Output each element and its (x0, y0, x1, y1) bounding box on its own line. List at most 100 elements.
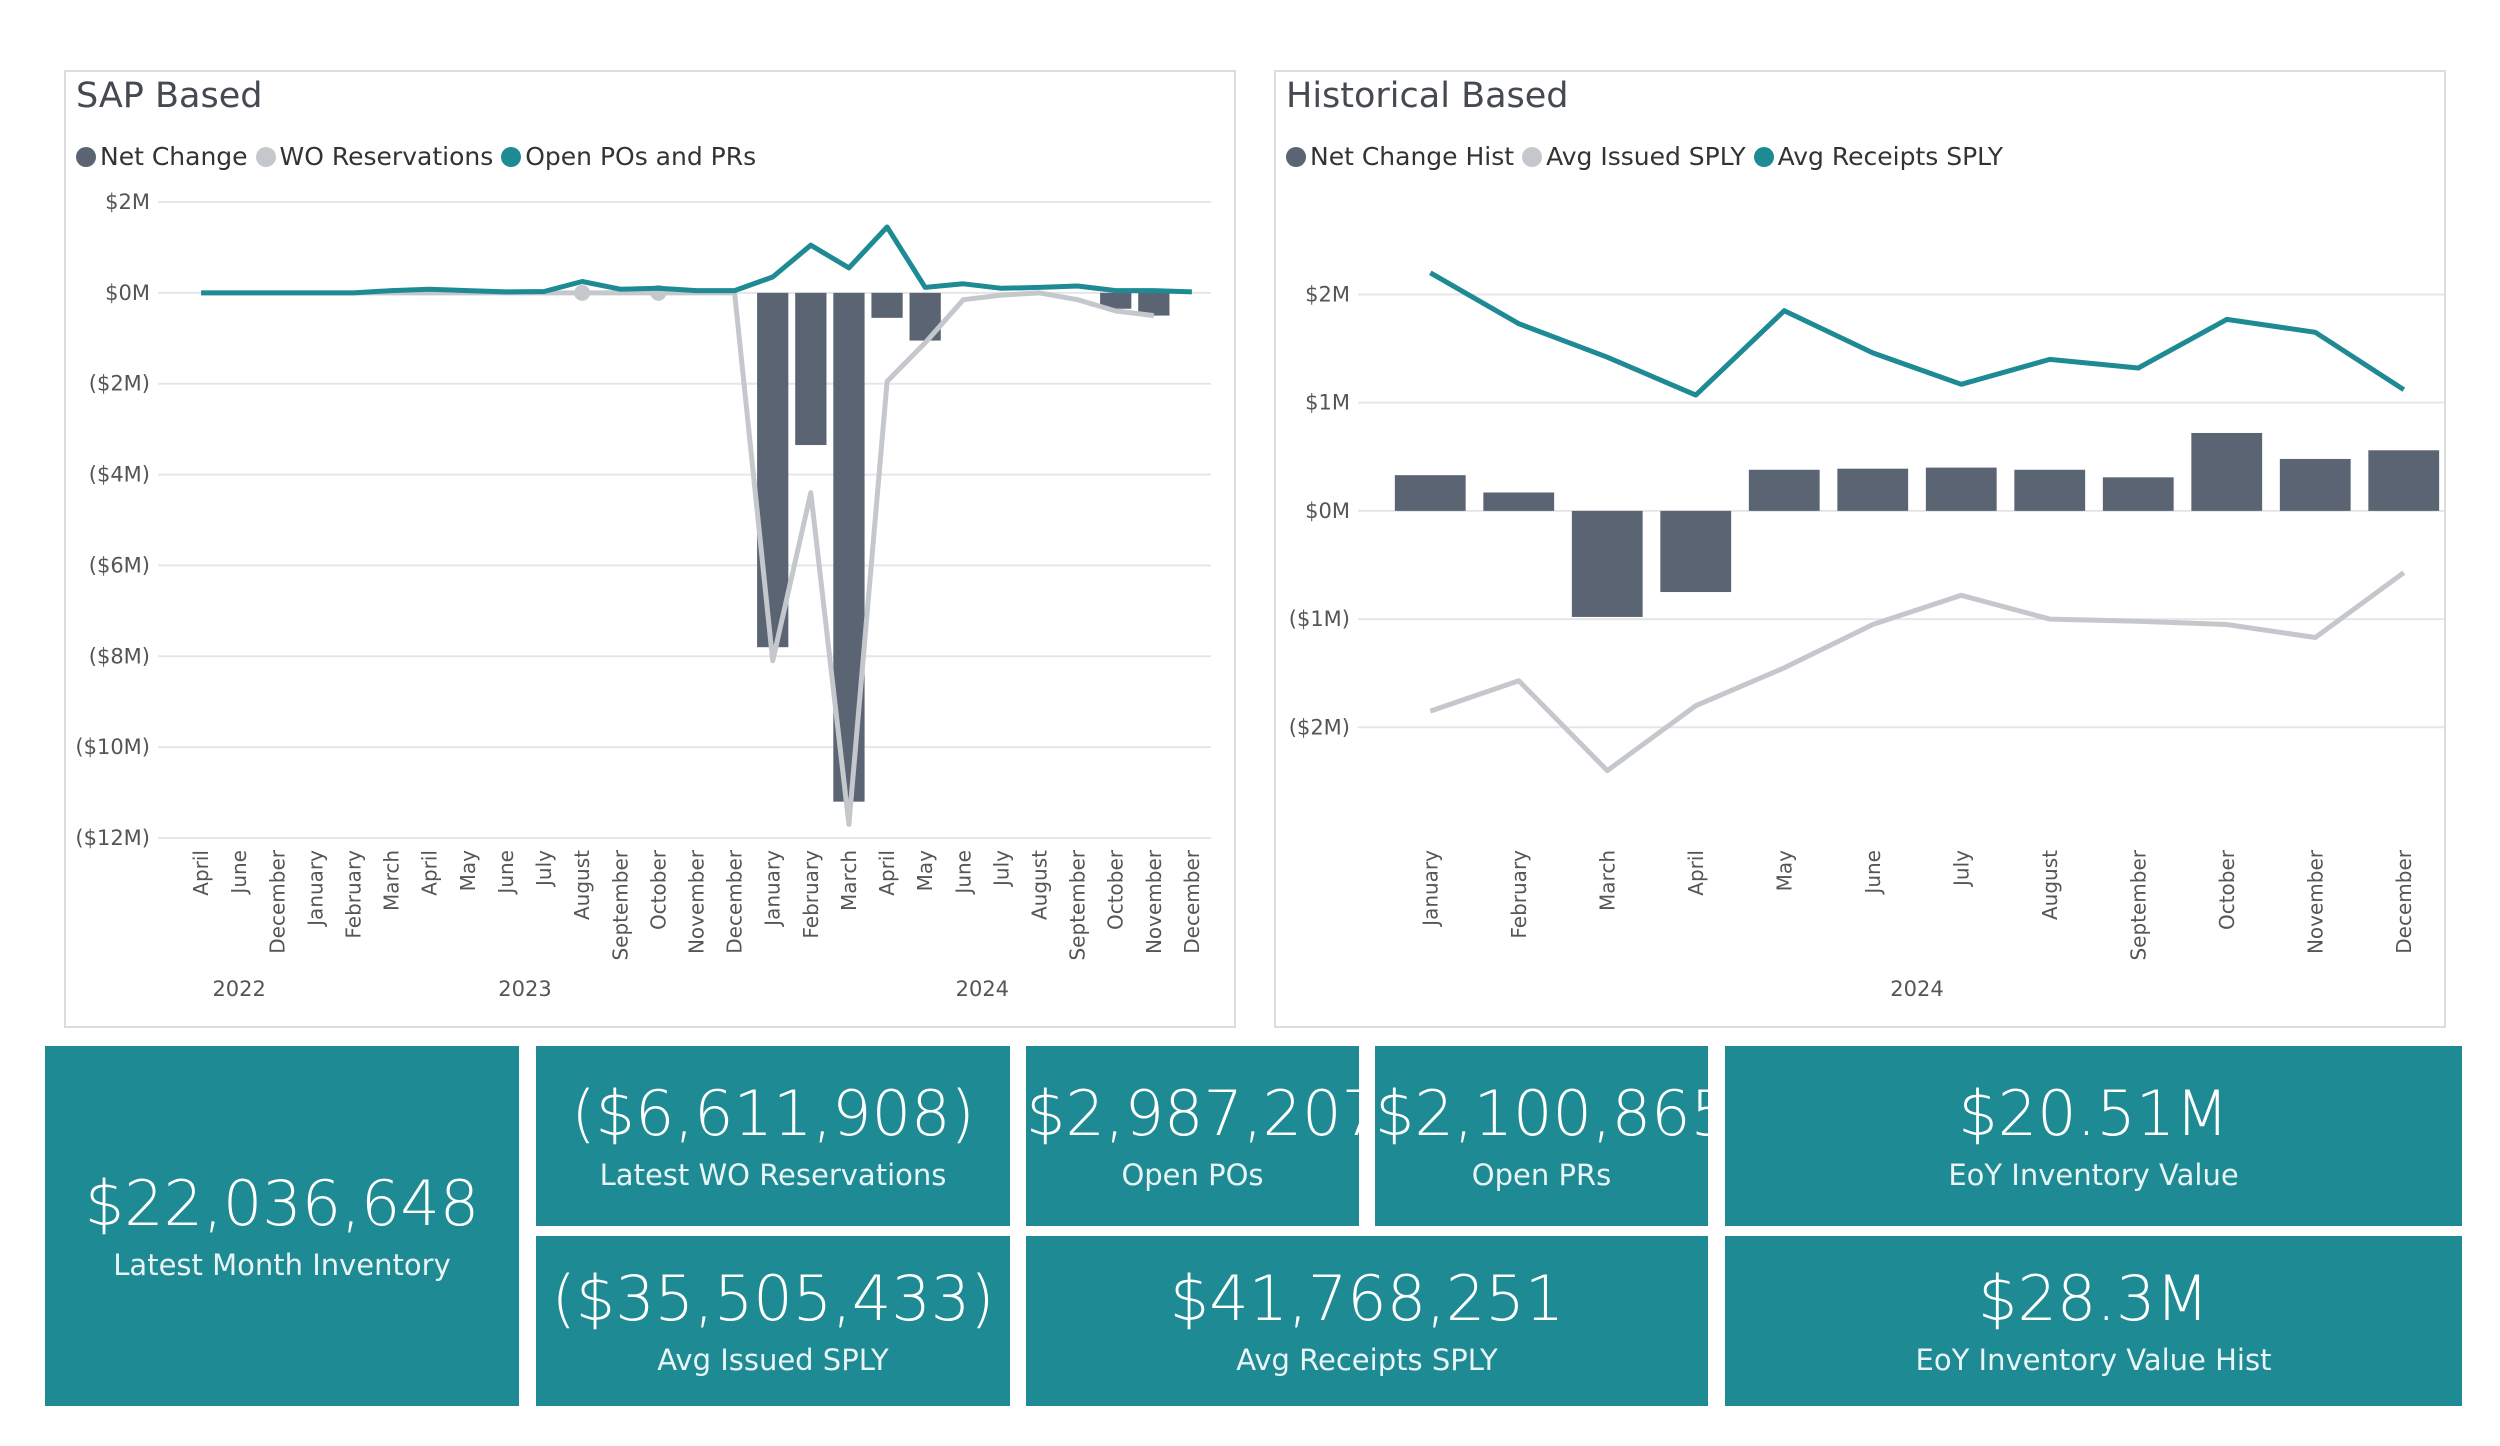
x-tick-label: May (913, 850, 937, 892)
legend-label: Net Change Hist (1310, 142, 1515, 171)
card-value: $28.3M (1978, 1261, 2209, 1335)
year-label: 2023 (498, 977, 551, 1001)
y-tick-label: ($6M) (89, 553, 150, 577)
legend-dot-icon (1286, 146, 1306, 167)
x-tick-label: August (1028, 850, 1052, 920)
x-tick-label: June (951, 850, 975, 896)
card-avg-issued-sply[interactable]: ($35,505,433) Avg Issued SPLY (536, 1236, 1010, 1406)
bar-mark[interactable] (1483, 492, 1555, 511)
x-tick-label: October (646, 849, 670, 930)
bar-mark[interactable] (1138, 292, 1170, 316)
bar-mark[interactable] (1394, 475, 1466, 511)
x-tick-label: November (2303, 849, 2327, 954)
year-label: 2024 (956, 977, 1009, 1001)
x-tick-label: March (1595, 850, 1619, 911)
sap-panel-title: SAP Based (76, 76, 263, 116)
legend-item-net-change[interactable]: Net Change (76, 142, 248, 171)
legend-dot-icon (501, 146, 522, 167)
x-tick-label: October (1104, 849, 1128, 930)
x-tick-label: June (494, 850, 518, 896)
card-label: EoY Inventory Value (1948, 1158, 2239, 1193)
x-tick-label: July (532, 850, 556, 888)
bar-mark[interactable] (2279, 458, 2351, 511)
legend-item-open-pos-prs[interactable]: Open POs and PRs (501, 142, 756, 171)
series-line[interactable] (201, 224, 1192, 296)
legend-dot-icon (76, 146, 96, 167)
bar-mark[interactable] (1748, 469, 1820, 511)
legend-label: Open POs and PRs (525, 142, 757, 171)
x-tick-label: February (1507, 850, 1531, 939)
card-open-prs[interactable]: $2,100,865 Open PRs (1375, 1046, 1730, 1226)
x-tick-label: April (875, 850, 899, 896)
y-tick-label: ($4M) (89, 463, 150, 487)
x-tick-label: March (837, 850, 861, 911)
series-line[interactable] (1429, 570, 2406, 774)
x-tick-label: May (456, 850, 480, 892)
bar-mark[interactable] (795, 292, 827, 446)
legend-label: WO Reservations (279, 142, 494, 171)
legend-item-net-change-hist[interactable]: Net Change Hist (1286, 142, 1514, 171)
x-tick-label: January (303, 850, 327, 928)
card-label: Avg Receipts SPLY (1236, 1343, 1498, 1378)
historical-chart[interactable]: $2M $1M $0M ($1M) ($2M) January February March A… (1276, 72, 2444, 1026)
legend-label: Net Change (100, 142, 248, 171)
legend-dot-icon (1753, 146, 1774, 167)
card-latest-month-inventory[interactable]: $22,036,648 Latest Month Inventory (45, 1046, 519, 1406)
card-value: $20.51M (1958, 1076, 2229, 1150)
card-eoy-inventory-value[interactable]: $20.51M EoY Inventory Value (1725, 1046, 2462, 1226)
y-tick-label: ($12M) (75, 826, 150, 850)
card-label: Latest WO Reservations (599, 1158, 947, 1193)
card-latest-wo-reservations[interactable]: ($6,611,908) Latest WO Reservations (536, 1046, 1010, 1226)
bar-mark[interactable] (2014, 469, 2086, 511)
card-eoy-inventory-value-hist[interactable]: $28.3M EoY Inventory Value Hist (1725, 1236, 2462, 1406)
series-line[interactable] (201, 290, 1155, 827)
bar-mark[interactable] (1925, 467, 1997, 511)
y-tick-label: ($2M) (1289, 715, 1350, 739)
legend-item-wo-reservations[interactable]: WO Reservations (255, 142, 494, 171)
card-avg-receipts-sply[interactable]: $41,768,251 Avg Receipts SPLY (1026, 1236, 1708, 1406)
x-tick-label: January (761, 850, 785, 928)
series-line[interactable] (1429, 270, 2406, 398)
x-tick-label: September (2126, 849, 2150, 960)
card-label: Open POs (1121, 1158, 1264, 1193)
bar-mark[interactable] (2191, 432, 2263, 511)
sap-chart[interactable]: $2M $0M ($2M) ($4M) ($6M) ($8M) ($10M) ($12M) Ap… (66, 72, 1234, 1026)
card-value: $22,036,648 (84, 1166, 480, 1240)
series-point[interactable] (574, 284, 591, 301)
x-tick-label: November (1142, 849, 1166, 954)
bar-mark[interactable] (1837, 468, 1909, 511)
bar-mark[interactable] (757, 292, 789, 648)
x-tick-label: September (1066, 849, 1090, 960)
x-tick-label: February (342, 850, 366, 939)
x-tick-label: December (1180, 849, 1204, 953)
legend-label: Avg Issued SPLY (1546, 142, 1746, 171)
y-tick-label: ($2M) (89, 372, 150, 396)
x-tick-label: June (1861, 850, 1885, 896)
x-tick-label: August (2038, 850, 2062, 920)
x-tick-label: July (989, 850, 1013, 888)
card-label: Open PRs (1471, 1158, 1612, 1193)
card-label: EoY Inventory Value Hist (1915, 1343, 2272, 1378)
x-tick-label: January (1418, 850, 1442, 928)
card-open-pos[interactable]: $2,987,207 Open POs (1026, 1046, 1381, 1226)
x-tick-label: February (799, 850, 823, 939)
bar-mark[interactable] (1100, 292, 1132, 309)
x-tick-label: October (2215, 849, 2239, 930)
bar-mark[interactable] (2102, 477, 2174, 511)
y-tick-label: $1M (1305, 391, 1350, 415)
hist-legend: Net Change Hist Avg Issued SPLY Avg Rece… (1286, 142, 2011, 171)
bar-mark[interactable] (1660, 510, 1732, 593)
card-value: ($6,611,908) (571, 1076, 975, 1150)
legend-item-avg-receipts-sply[interactable]: Avg Receipts SPLY (1753, 142, 2003, 171)
bar-mark[interactable] (1571, 510, 1643, 617)
bar-mark[interactable] (2368, 450, 2440, 511)
sap-based-panel: SAP Based Net Change WO Reservations Ope… (64, 70, 1236, 1028)
legend-item-avg-issued-sply[interactable]: Avg Issued SPLY (1522, 142, 1746, 171)
bar-mark[interactable] (871, 292, 903, 318)
historical-based-panel: Historical Based Net Change Hist Avg Iss… (1274, 70, 2446, 1028)
x-tick-label: March (380, 850, 404, 911)
y-tick-label: $2M (1305, 282, 1350, 306)
y-tick-label: $0M (1305, 499, 1350, 523)
y-tick-label: ($1M) (1289, 607, 1350, 631)
card-label: Latest Month Inventory (113, 1248, 451, 1283)
